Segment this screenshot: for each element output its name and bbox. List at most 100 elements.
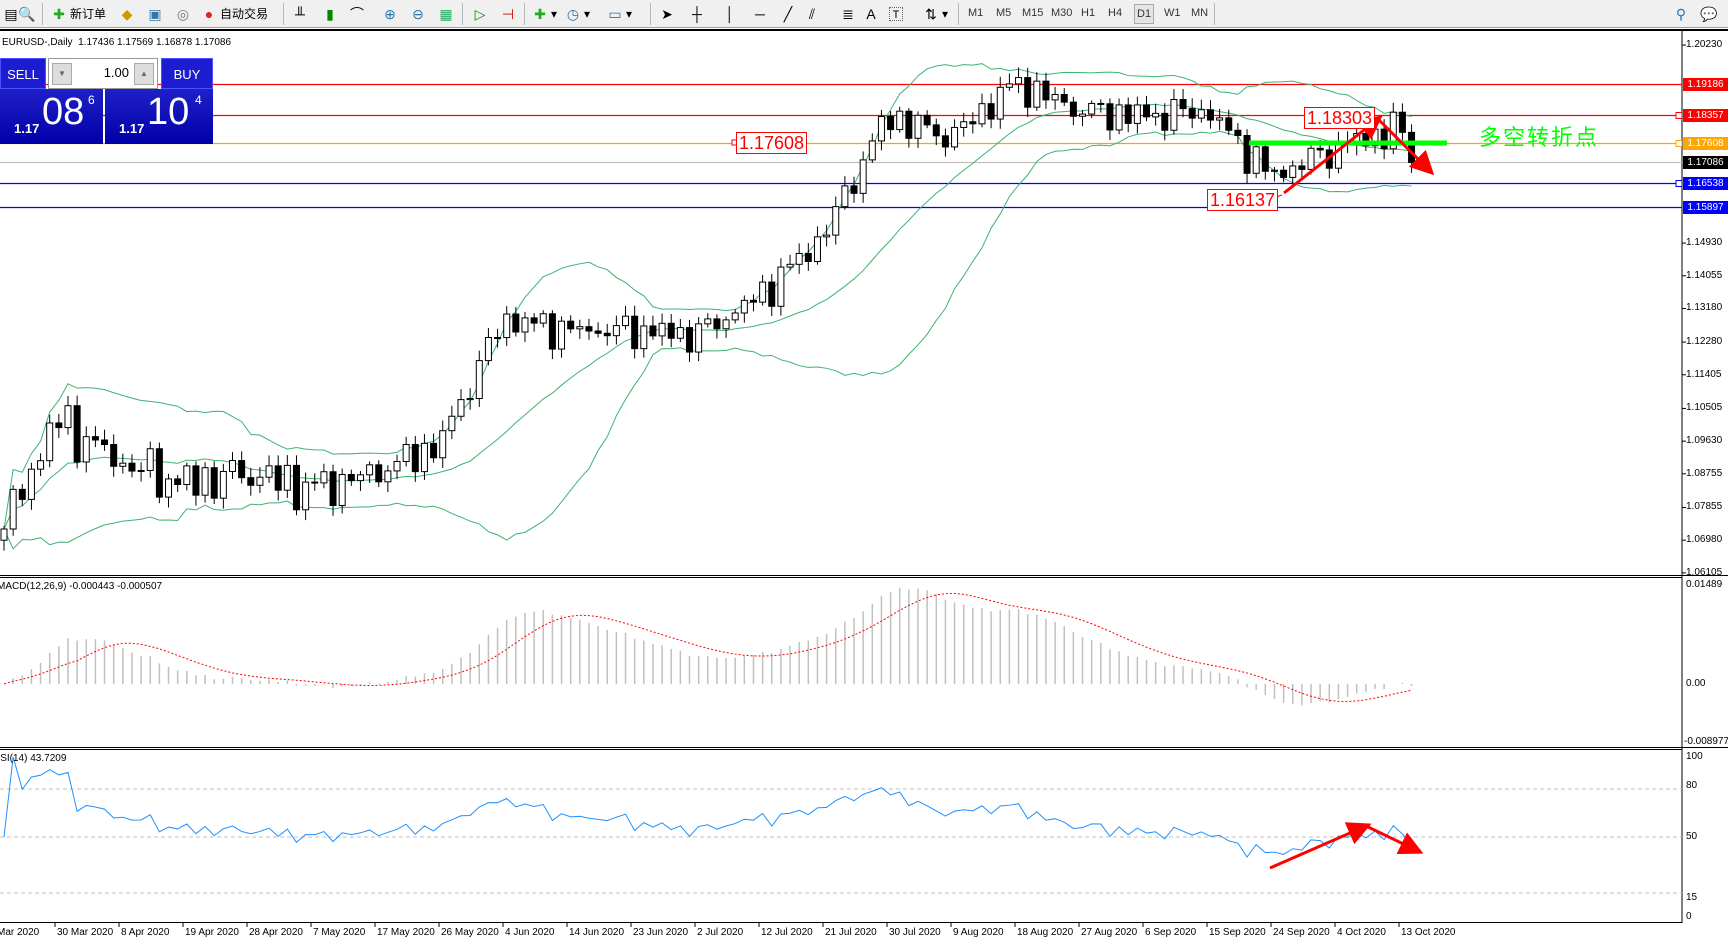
candlestick-icon[interactable]: ▮ [326,6,334,22]
bear-candle [329,471,337,506]
bear-candle [238,460,246,479]
bull-candle [676,327,684,339]
bear-candle [530,317,538,324]
timeframe-m15[interactable]: M15 [1022,7,1044,19]
toolbar: ▤ 🔍 ✚ 新订单 ◆ ▣ ◎ ● 自动交易 ╨ ▮ ⌒ ⊕ ⊖ ▦ ▷ ⊣ ✚ ▾ … [0,0,1728,28]
bull-candle [1051,93,1059,101]
bull-candle [996,86,1004,120]
date-label: 24 Sep 2020 [1273,927,1330,938]
level-handle [1675,140,1682,147]
bear-candle [512,313,520,333]
buy-price-pips: 10 [147,91,190,133]
trendline-icon[interactable]: ╱ [783,6,793,22]
bull-candle [302,481,310,511]
plus-document-icon: ✚ [53,6,65,22]
auto-trading-button[interactable]: ● 自动交易 [200,3,268,25]
crosshair-icon[interactable]: ┼ [692,6,702,22]
timeframe-h1[interactable]: H1 [1081,7,1096,19]
price-tick: 1.06980 [1686,534,1723,546]
search-icon[interactable]: ⚲ [1675,6,1687,22]
timeframe-w1[interactable]: W1 [1164,7,1181,19]
buy-button[interactable]: BUY [161,58,213,89]
chart-title: EURUSD-,Daily 1.17436 1.17569 1.16878 1.… [2,37,231,48]
text-tool[interactable]: A [862,3,880,25]
bull-candle [539,313,547,324]
text-label-tool[interactable]: T [889,3,903,25]
bollinger-lower [3,130,1412,550]
bull-candle [183,465,191,485]
level-handle [1675,112,1682,119]
fibonacci-icon[interactable]: ≣ [842,6,854,22]
bear-candle [101,439,109,446]
level-price-tag: 1.17086 [1683,155,1728,169]
new-order-button[interactable]: ✚ 新订单 [50,3,106,25]
timeframe-mn[interactable]: MN [1191,7,1209,19]
bull-candle [475,360,483,400]
vertical-line-icon[interactable]: │ [725,6,735,22]
auto-trading-icon: ● [204,6,214,22]
buy-price-button[interactable]: 1.17 10 4 [105,89,213,144]
buy-price-prefix: 1.17 [119,121,145,136]
timeframe-h4[interactable]: H4 [1108,7,1123,19]
bull-candle [622,315,630,327]
decrease-lot-button[interactable]: ▼ [52,63,72,85]
rsi-down-arrow [1365,824,1424,855]
bear-candle [887,116,895,131]
bear-candle [411,444,419,473]
tile-windows-icon[interactable]: ▦ [439,6,453,22]
signal-icon[interactable]: ◎ [176,6,190,22]
zoom-history-icon[interactable]: 🔍 [18,6,36,22]
equidistant-channel-icon[interactable]: ⫽ [808,6,816,22]
date-label: 15 Sep 2020 [1209,927,1266,938]
timeframe-m1[interactable]: M1 [968,7,984,19]
new-chart-icon[interactable]: ▤ [4,6,18,22]
bear-candle [1280,169,1288,178]
rsi-up-arrow [1269,822,1372,870]
market-watch-icon[interactable]: ▣ [148,6,162,22]
bull-candle [1289,165,1297,178]
price-tick: 1.11405 [1686,368,1722,380]
bull-candle [219,470,227,499]
increase-lot-button[interactable]: ▲ [134,63,154,85]
macd-tick: 0.01489 [1686,579,1723,590]
turning-point-text[interactable]: 多空转折点 [1479,126,1600,151]
cursor-icon[interactable]: ➤ [661,6,673,22]
chart-window[interactable] [0,29,1728,946]
bull-candle [457,399,465,417]
sell-price-button[interactable]: 1.17 08 6 [0,89,103,144]
timeframe-m5[interactable]: M5 [996,7,1012,19]
timeframe-d1[interactable]: D1 [1134,4,1155,24]
bar-chart-icon[interactable]: ╨ [295,6,305,22]
zoom-out-icon[interactable]: ⊖ [412,6,424,22]
bull-candle [439,430,447,459]
bear-candle [192,465,200,496]
bear-candle [73,405,81,463]
sell-button[interactable]: SELL [0,58,46,89]
autoscroll-icon[interactable]: ▷ [474,6,486,22]
zoom-in-icon[interactable]: ⊕ [384,6,396,22]
expert-icon[interactable]: ◆ [121,6,133,22]
lot-size-stepper[interactable]: ▼ 1.00 ▲ [48,58,158,89]
price-label-1-16137[interactable]: 1.16137 [1207,189,1279,211]
bear-candle [247,477,255,486]
indicators-icon[interactable]: ✚ ▾ [534,6,558,22]
bear-candle [1179,98,1187,110]
chart-shift-icon[interactable]: ⊣ [501,6,515,22]
bull-candle [612,325,620,337]
date-label: 8 Apr 2020 [121,927,170,938]
periods-icon[interactable]: ◷ ▾ [566,6,591,22]
bull-candle [27,468,35,500]
lot-size-input[interactable]: 1.00 [103,65,129,80]
chat-icon[interactable]: 💬 [1700,6,1718,22]
bear-candle [923,114,931,126]
bear-candle [274,465,282,491]
price-label-1-17608[interactable]: 1.17608 [736,132,808,154]
timeframe-m30[interactable]: M30 [1051,7,1073,19]
line-chart-icon[interactable]: ⌒ [350,6,364,22]
price-label-1-18303[interactable]: 1.18303 [1304,107,1376,129]
arrows-icon[interactable]: ⇅ ▾ [925,6,949,22]
bear-candle [1069,101,1077,117]
horizontal-line-icon[interactable]: ─ [755,6,765,22]
templates-icon[interactable]: ▭ ▾ [608,6,633,22]
